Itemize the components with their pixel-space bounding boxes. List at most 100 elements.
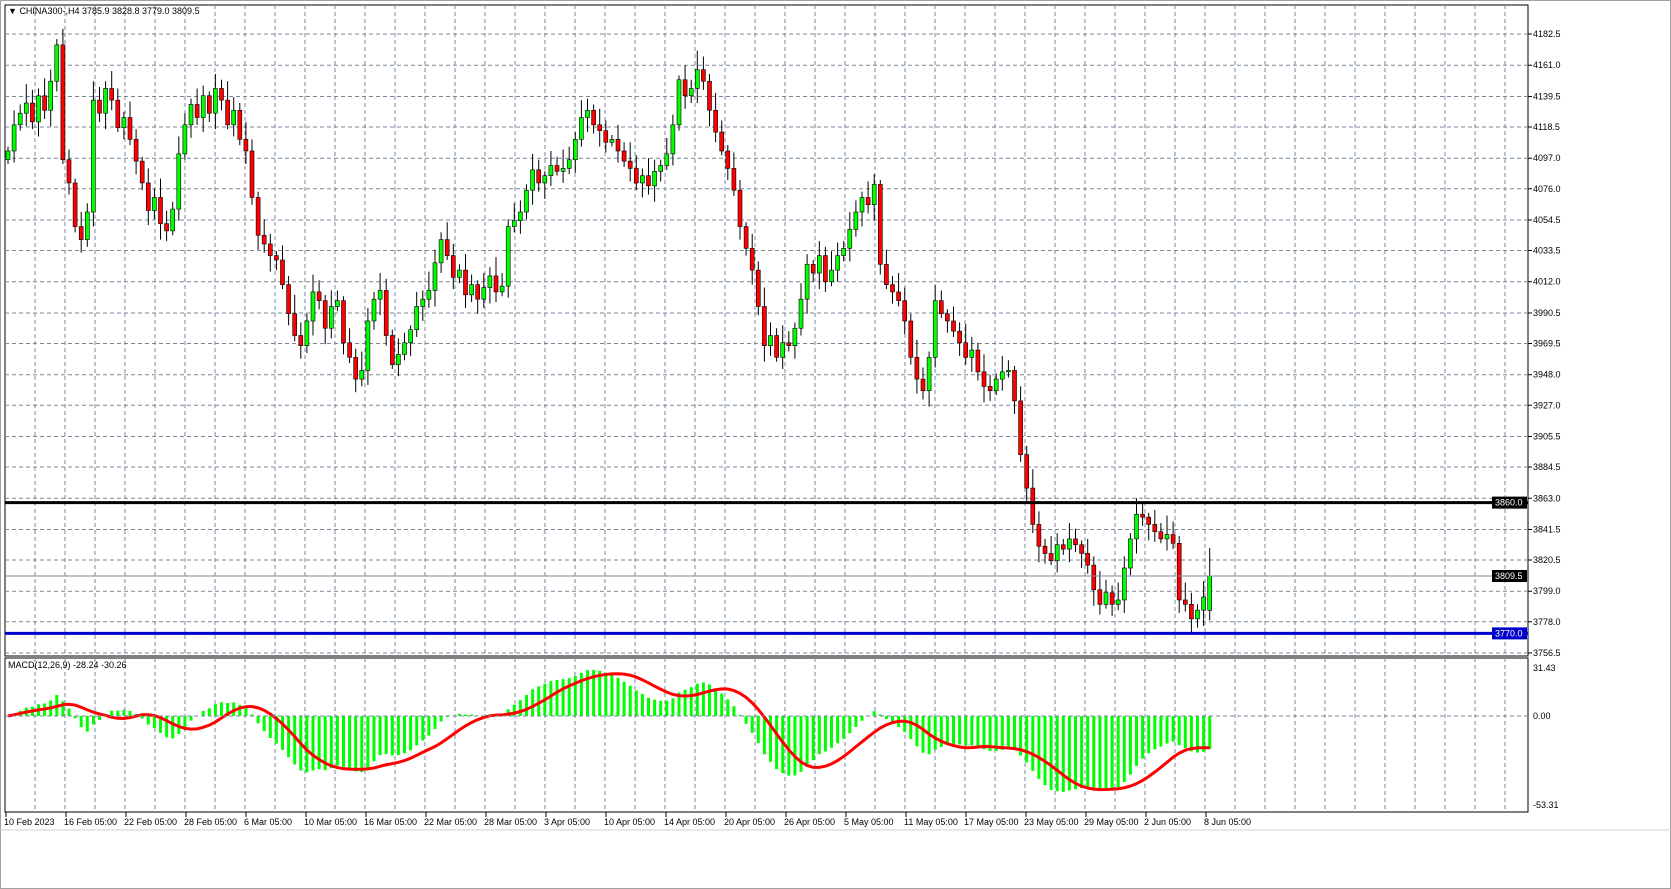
candle-body-bear: [1012, 370, 1017, 402]
candle: [585, 98, 590, 133]
candle: [871, 174, 877, 221]
candle-body-bull: [688, 88, 694, 97]
candle-body-bull: [511, 220, 517, 227]
candle: [383, 278, 389, 346]
candle: [219, 79, 224, 111]
candle: [237, 103, 243, 146]
candle-body-bull: [871, 184, 877, 206]
candle-body-bull: [310, 291, 316, 322]
candle-body-bear: [66, 159, 72, 184]
candle: [1103, 579, 1109, 609]
candle-body-bear: [810, 264, 816, 274]
candle-body-bear: [682, 79, 688, 97]
candle-body-bear: [292, 313, 298, 336]
candle: [420, 290, 426, 321]
resistance-price-label: 3860.0: [1495, 498, 1523, 508]
candle-body-bull: [542, 175, 548, 184]
candle: [249, 139, 255, 205]
candle: [890, 275, 895, 304]
candle: [1195, 604, 1200, 628]
candle: [633, 155, 639, 191]
macd-tick-label: -53.31: [1533, 800, 1559, 810]
candle-body-bear: [731, 168, 737, 191]
support-label-box: [1492, 627, 1527, 640]
candle: [396, 338, 401, 377]
candle: [816, 241, 822, 290]
candle: [579, 100, 584, 147]
candle: [72, 178, 78, 233]
candle: [487, 267, 493, 304]
candle-body-bear: [621, 150, 627, 162]
candle: [658, 159, 664, 182]
candle: [170, 201, 175, 236]
time-tick-label: 20 Apr 05:00: [724, 817, 775, 827]
candle-body-bull: [176, 153, 182, 210]
candle-body-bear: [249, 150, 255, 198]
candle-body-bear: [298, 335, 304, 346]
candle: [737, 180, 743, 240]
candle: [1054, 533, 1060, 573]
candle-body-bear: [347, 342, 352, 358]
candle-body-bull: [1115, 599, 1121, 605]
triangle-down-icon[interactable]: ▼: [8, 6, 17, 16]
candle: [48, 69, 54, 127]
candle: [1183, 582, 1188, 612]
candle: [908, 313, 914, 365]
candle: [121, 111, 127, 140]
candle-body-bull: [579, 117, 584, 140]
candle: [993, 373, 999, 396]
candle-body-bull: [1006, 370, 1011, 373]
candle-body-bull: [835, 255, 840, 271]
price-tick-label: 4182.5: [1533, 29, 1561, 39]
current-price-label: 3809.5: [1495, 571, 1523, 581]
candle: [347, 328, 352, 364]
candle: [749, 233, 755, 285]
candle-body-bull: [1201, 596, 1206, 611]
candle-body-bull: [365, 320, 371, 371]
candle: [469, 274, 474, 303]
candle: [1176, 536, 1182, 614]
candle-body-bear: [908, 320, 914, 358]
candle-body-bull: [566, 159, 572, 169]
candle: [969, 336, 975, 372]
candle-body-bear: [823, 255, 828, 283]
candle: [670, 114, 676, 166]
candle: [377, 273, 383, 316]
candle-body-bull: [402, 342, 407, 355]
candle-body-bull: [1103, 592, 1109, 605]
candle: [902, 287, 908, 335]
candle: [115, 88, 121, 133]
candle: [152, 188, 157, 220]
candle-body-bear: [341, 300, 346, 344]
candle: [762, 287, 767, 362]
candle-body-bear: [280, 259, 285, 285]
candle: [518, 200, 523, 234]
candle-body-bull: [328, 306, 334, 329]
candle-body-bull: [36, 95, 41, 123]
candle-body-bull: [853, 211, 859, 230]
time-tick-label: 8 Jun 05:00: [1204, 817, 1251, 827]
price-tick-label: 3905.5: [1533, 431, 1561, 441]
candle-body-bear: [133, 139, 139, 162]
candle: [1091, 556, 1097, 606]
candle: [42, 78, 47, 120]
candle-body-bear: [920, 378, 926, 392]
candle-body-bear: [1158, 531, 1164, 540]
support-price-label: 3770.0: [1495, 628, 1523, 638]
candle-body-bull: [213, 88, 218, 114]
candle-body-bull: [505, 226, 511, 287]
candle: [999, 355, 1005, 391]
candle-body-bull: [841, 248, 847, 256]
candle: [164, 210, 169, 242]
candle: [597, 108, 603, 147]
candle: [188, 98, 194, 138]
candle-body-bear: [237, 109, 243, 140]
candle: [103, 81, 108, 130]
candle-body-bear: [1146, 516, 1151, 525]
price-tick-label: 4118.5: [1533, 122, 1560, 132]
candle: [646, 158, 651, 195]
candle-body-bull: [932, 300, 938, 358]
candle: [957, 322, 962, 356]
candle: [426, 271, 432, 308]
